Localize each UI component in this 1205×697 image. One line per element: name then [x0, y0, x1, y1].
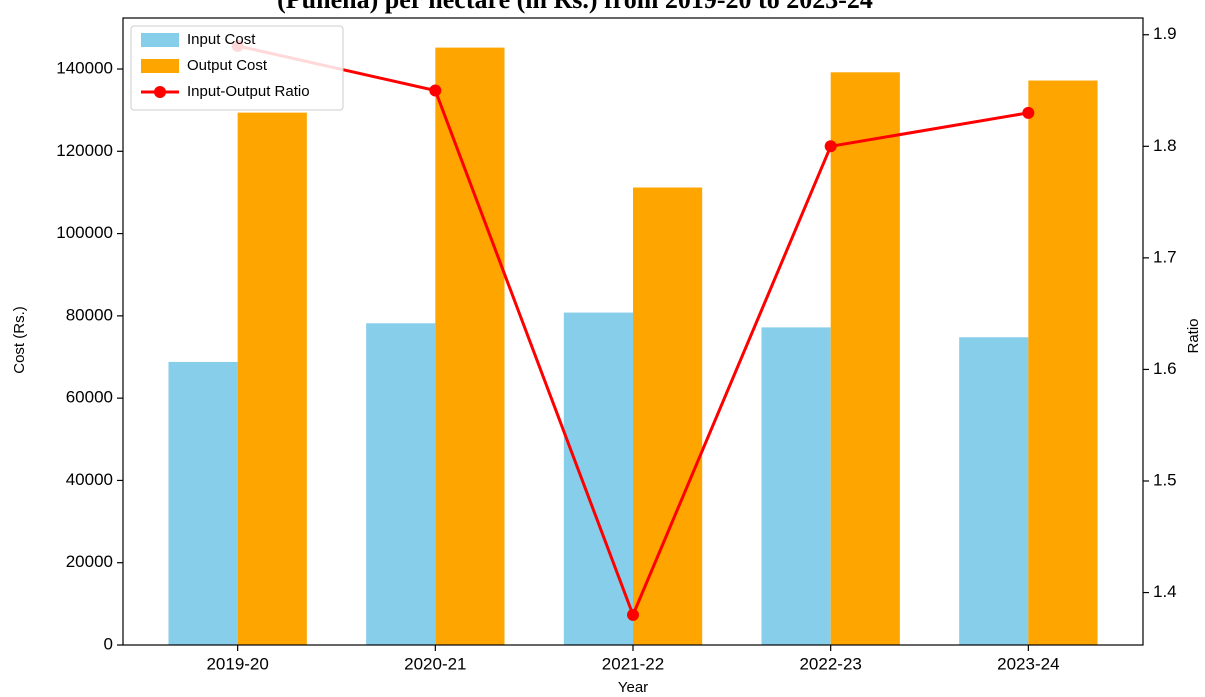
- x-tick-label: 2023-24: [997, 654, 1059, 673]
- y2-tick-label: 1.5: [1153, 470, 1177, 489]
- y-tick-label: 40000: [66, 470, 113, 489]
- y2-tick-label: 1.6: [1153, 359, 1177, 378]
- line-point: [1022, 106, 1035, 119]
- bar: [563, 312, 633, 645]
- x-axis-label: Year: [618, 679, 648, 696]
- y-tick-label: 60000: [66, 388, 113, 407]
- legend-label: Output Cost: [187, 57, 268, 74]
- legend-swatch: [141, 33, 179, 47]
- y2-tick-label: 1.4: [1153, 582, 1177, 601]
- bar: [633, 187, 703, 645]
- legend-swatch: [154, 86, 166, 98]
- y2-axis-label: Ratio: [1185, 318, 1202, 353]
- legend-label: Input Cost: [187, 31, 256, 48]
- bar: [761, 327, 831, 645]
- legend-label: Input-Output Ratio: [187, 83, 310, 100]
- x-tick-label: 2020-21: [404, 654, 466, 673]
- x-tick-label: 2021-22: [602, 654, 664, 673]
- line-point: [429, 84, 442, 97]
- legend-swatch: [141, 59, 179, 73]
- y-tick-label: 0: [104, 634, 113, 653]
- chart-title: (Punena) per hectare (in Rs.) from 2019-…: [277, 0, 873, 14]
- line-point: [627, 608, 639, 621]
- bar: [366, 323, 436, 645]
- bar: [435, 47, 505, 645]
- y-tick-label: 120000: [56, 141, 113, 160]
- x-tick-label: 2022-23: [799, 654, 861, 673]
- y2-tick-label: 1.9: [1153, 24, 1177, 43]
- y-tick-label: 140000: [56, 59, 113, 78]
- bar: [168, 361, 238, 645]
- y2-tick-label: 1.8: [1153, 136, 1177, 155]
- y-tick-label: 80000: [66, 305, 113, 324]
- line-point: [824, 140, 837, 153]
- y-axis-label: Cost (Rs.): [11, 306, 28, 374]
- y-tick-label: 100000: [56, 223, 113, 242]
- bar: [959, 337, 1029, 645]
- x-tick-label: 2019-20: [206, 654, 268, 673]
- bar: [237, 112, 307, 646]
- bar: [1028, 80, 1098, 646]
- bar: [830, 72, 900, 646]
- y-tick-label: 20000: [66, 552, 113, 571]
- legend-box: [130, 25, 344, 111]
- y2-tick-label: 1.7: [1153, 247, 1177, 266]
